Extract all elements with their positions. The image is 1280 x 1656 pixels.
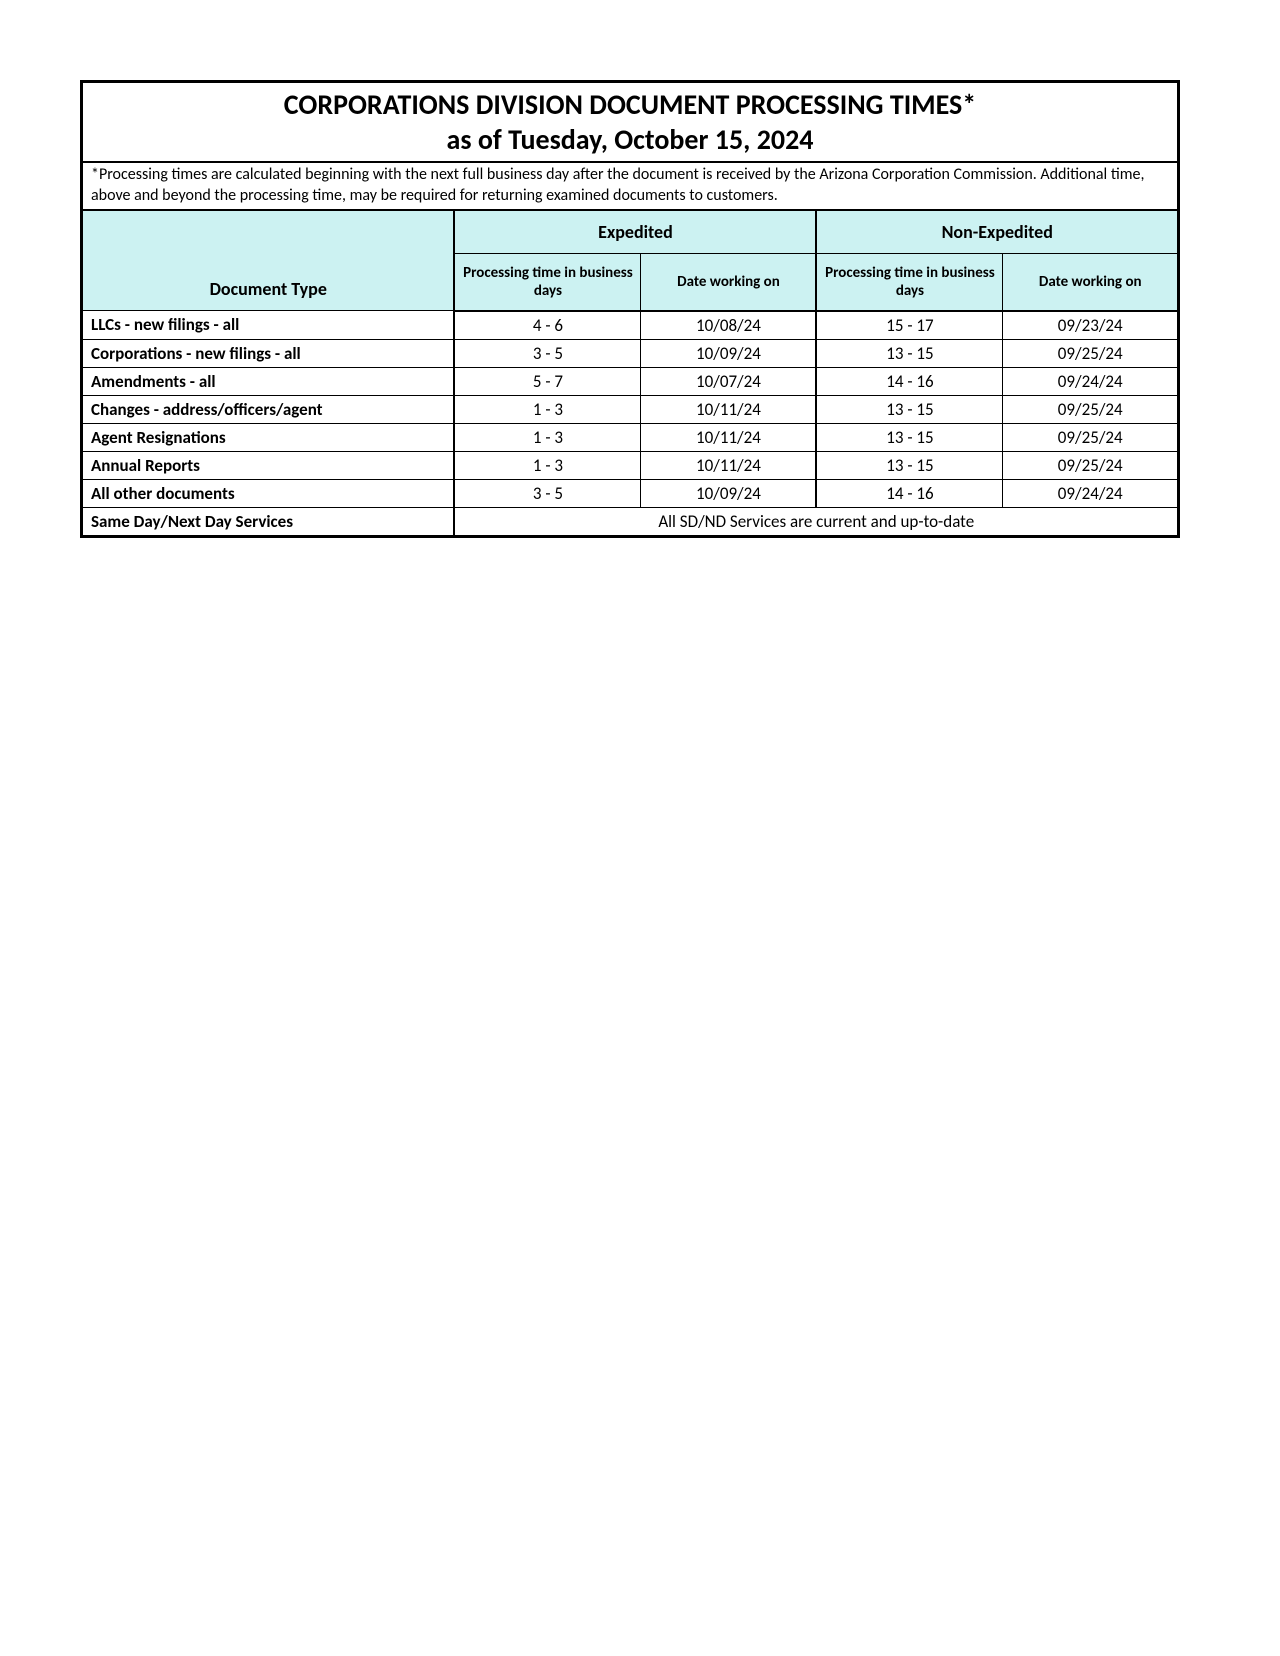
header-non-expedited: Non-Expedited: [816, 210, 1178, 254]
row-label: Annual Reports: [82, 451, 455, 479]
header-nonexp-date: Date working on: [1003, 253, 1179, 311]
row-non-time: 14 - 16: [816, 367, 1002, 395]
row-label: Corporations - new filings - all: [82, 339, 455, 367]
header-exp-ptime: Processing time in business days: [454, 253, 640, 311]
row-exp-date: 10/11/24: [641, 395, 817, 423]
table-row: Agent Resignations1 - 310/11/2413 - 1509…: [82, 423, 1179, 451]
table-row: Annual Reports1 - 310/11/2413 - 1509/25/…: [82, 451, 1179, 479]
row-exp-date: 10/11/24: [641, 451, 817, 479]
footer-label: Same Day/Next Day Services: [82, 507, 455, 536]
row-non-date: 09/24/24: [1003, 367, 1179, 395]
row-exp-date: 10/09/24: [641, 339, 817, 367]
row-non-time: 14 - 16: [816, 479, 1002, 507]
row-non-time: 13 - 15: [816, 339, 1002, 367]
row-label: Changes - address/officers/agent: [82, 395, 455, 423]
table-row: Corporations - new filings - all3 - 510/…: [82, 339, 1179, 367]
table-row: LLCs - new filings - all4 - 610/08/2415 …: [82, 311, 1179, 340]
row-non-date: 09/23/24: [1003, 311, 1179, 340]
table-row: All other documents3 - 510/09/2414 - 160…: [82, 479, 1179, 507]
row-exp-time: 3 - 5: [454, 479, 640, 507]
row-non-date: 09/25/24: [1003, 451, 1179, 479]
row-exp-time: 1 - 3: [454, 451, 640, 479]
row-non-date: 09/25/24: [1003, 395, 1179, 423]
table-subtitle: as of Tuesday, October 15, 2024: [82, 122, 1179, 162]
row-exp-date: 10/09/24: [641, 479, 817, 507]
row-label: Agent Resignations: [82, 423, 455, 451]
row-exp-date: 10/07/24: [641, 367, 817, 395]
row-non-time: 13 - 15: [816, 423, 1002, 451]
row-exp-time: 1 - 3: [454, 423, 640, 451]
row-exp-time: 5 - 7: [454, 367, 640, 395]
row-non-date: 09/25/24: [1003, 339, 1179, 367]
table-title: CORPORATIONS DIVISION DOCUMENT PROCESSIN…: [82, 82, 1179, 123]
row-exp-date: 10/11/24: [641, 423, 817, 451]
row-non-date: 09/25/24: [1003, 423, 1179, 451]
row-non-time: 15 - 17: [816, 311, 1002, 340]
row-non-time: 13 - 15: [816, 451, 1002, 479]
row-label: Amendments - all: [82, 367, 455, 395]
row-exp-time: 1 - 3: [454, 395, 640, 423]
footer-message: All SD/ND Services are current and up-to…: [454, 507, 1178, 536]
table-footnote: *Processing times are calculated beginni…: [82, 162, 1179, 210]
processing-times-table: CORPORATIONS DIVISION DOCUMENT PROCESSIN…: [80, 80, 1180, 538]
header-document-type: Document Type: [82, 210, 455, 311]
row-label: LLCs - new filings - all: [82, 311, 455, 340]
row-non-date: 09/24/24: [1003, 479, 1179, 507]
row-label: All other documents: [82, 479, 455, 507]
row-exp-time: 4 - 6: [454, 311, 640, 340]
row-exp-date: 10/08/24: [641, 311, 817, 340]
header-nonexp-ptime: Processing time in business days: [816, 253, 1002, 311]
row-non-time: 13 - 15: [816, 395, 1002, 423]
header-exp-date: Date working on: [641, 253, 817, 311]
row-exp-time: 3 - 5: [454, 339, 640, 367]
table-row: Amendments - all5 - 710/07/2414 - 1609/2…: [82, 367, 1179, 395]
table-row: Changes - address/officers/agent1 - 310/…: [82, 395, 1179, 423]
header-expedited: Expedited: [454, 210, 816, 254]
